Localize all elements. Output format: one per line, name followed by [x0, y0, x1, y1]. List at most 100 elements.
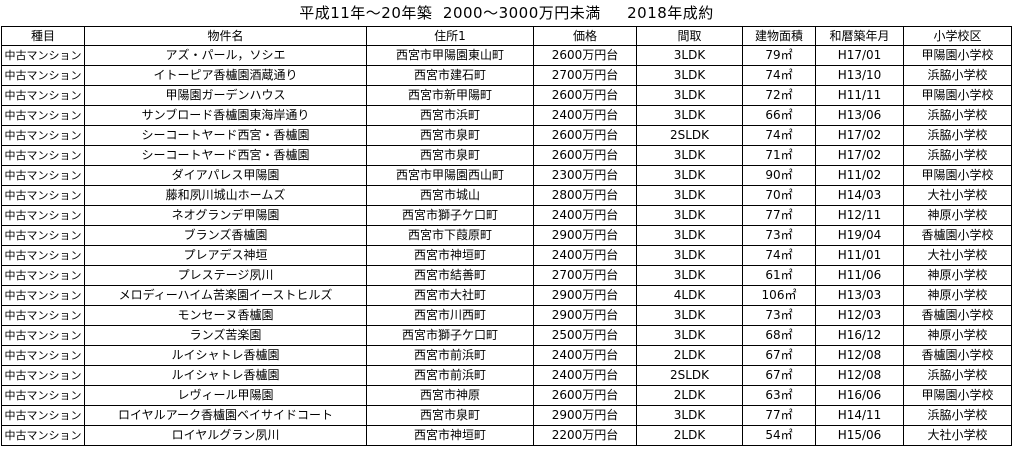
property-name-cell[interactable]: イトーピア香櫨園酒蔵通り	[84, 65, 367, 86]
area-cell[interactable]: 106㎡	[742, 285, 816, 306]
column-header[interactable]: 和暦築年月	[815, 26, 904, 46]
area-cell[interactable]: 74㎡	[742, 65, 816, 86]
address-cell[interactable]: 西宮市甲陽園東山町	[366, 45, 534, 66]
school-district-cell[interactable]: 浜脇小学校	[903, 365, 1012, 386]
price-cell[interactable]: 2600万円台	[533, 125, 637, 146]
school-district-cell[interactable]: 浜脇小学校	[903, 405, 1012, 426]
type-cell[interactable]: 中古マンション	[1, 385, 85, 406]
property-name-cell[interactable]: ルイシャトレ香櫨園	[84, 365, 367, 386]
address-cell[interactable]: 西宮市結善町	[366, 265, 534, 286]
layout-cell[interactable]: 2LDK	[636, 385, 743, 406]
built-date-cell[interactable]: H14/03	[815, 185, 904, 206]
school-district-cell[interactable]: 甲陽園小学校	[903, 165, 1012, 186]
area-cell[interactable]: 70㎡	[742, 185, 816, 206]
column-header[interactable]: 種目	[1, 26, 85, 46]
address-cell[interactable]: 西宮市下葭原町	[366, 225, 534, 246]
address-cell[interactable]: 西宮市浜町	[366, 105, 534, 126]
property-name-cell[interactable]: レヴィール甲陽園	[84, 385, 367, 406]
layout-cell[interactable]: 2SLDK	[636, 125, 743, 146]
layout-cell[interactable]: 3LDK	[636, 205, 743, 226]
built-date-cell[interactable]: H19/04	[815, 225, 904, 246]
address-cell[interactable]: 西宮市泉町	[366, 125, 534, 146]
area-cell[interactable]: 74㎡	[742, 245, 816, 266]
address-cell[interactable]: 西宮市前浜町	[366, 345, 534, 366]
layout-cell[interactable]: 3LDK	[636, 145, 743, 166]
type-cell[interactable]: 中古マンション	[1, 65, 85, 86]
built-date-cell[interactable]: H12/03	[815, 305, 904, 326]
built-date-cell[interactable]: H12/08	[815, 345, 904, 366]
price-cell[interactable]: 2700万円台	[533, 265, 637, 286]
built-date-cell[interactable]: H15/06	[815, 425, 904, 446]
area-cell[interactable]: 72㎡	[742, 85, 816, 106]
layout-cell[interactable]: 4LDK	[636, 285, 743, 306]
property-name-cell[interactable]: プレアデス神垣	[84, 245, 367, 266]
property-name-cell[interactable]: ロイヤルグラン夙川	[84, 425, 367, 446]
layout-cell[interactable]: 3LDK	[636, 85, 743, 106]
school-district-cell[interactable]: 香櫨園小学校	[903, 225, 1012, 246]
built-date-cell[interactable]: H11/06	[815, 265, 904, 286]
built-date-cell[interactable]: H17/01	[815, 45, 904, 66]
type-cell[interactable]: 中古マンション	[1, 225, 85, 246]
address-cell[interactable]: 西宮市獅子ケ口町	[366, 205, 534, 226]
property-name-cell[interactable]: ルイシャトレ香櫨園	[84, 345, 367, 366]
property-name-cell[interactable]: 藤和夙川城山ホームズ	[84, 185, 367, 206]
built-date-cell[interactable]: H17/02	[815, 145, 904, 166]
type-cell[interactable]: 中古マンション	[1, 185, 85, 206]
price-cell[interactable]: 2600万円台	[533, 45, 637, 66]
price-cell[interactable]: 2300万円台	[533, 165, 637, 186]
layout-cell[interactable]: 2SLDK	[636, 365, 743, 386]
layout-cell[interactable]: 3LDK	[636, 265, 743, 286]
area-cell[interactable]: 79㎡	[742, 45, 816, 66]
property-name-cell[interactable]: メロディーハイム苦楽園イーストヒルズ	[84, 285, 367, 306]
column-header[interactable]: 建物面積	[742, 26, 816, 46]
built-date-cell[interactable]: H13/10	[815, 65, 904, 86]
school-district-cell[interactable]: 神原小学校	[903, 325, 1012, 346]
layout-cell[interactable]: 3LDK	[636, 405, 743, 426]
type-cell[interactable]: 中古マンション	[1, 45, 85, 66]
built-date-cell[interactable]: H16/06	[815, 385, 904, 406]
layout-cell[interactable]: 3LDK	[636, 245, 743, 266]
built-date-cell[interactable]: H17/02	[815, 125, 904, 146]
address-cell[interactable]: 西宮市獅子ケ口町	[366, 325, 534, 346]
built-date-cell[interactable]: H11/02	[815, 165, 904, 186]
layout-cell[interactable]: 3LDK	[636, 325, 743, 346]
school-district-cell[interactable]: 神原小学校	[903, 285, 1012, 306]
address-cell[interactable]: 西宮市新甲陽町	[366, 85, 534, 106]
type-cell[interactable]: 中古マンション	[1, 105, 85, 126]
layout-cell[interactable]: 2LDK	[636, 425, 743, 446]
area-cell[interactable]: 61㎡	[742, 265, 816, 286]
column-header[interactable]: 間取	[636, 26, 743, 46]
price-cell[interactable]: 2200万円台	[533, 425, 637, 446]
type-cell[interactable]: 中古マンション	[1, 125, 85, 146]
price-cell[interactable]: 2800万円台	[533, 185, 637, 206]
property-name-cell[interactable]: ランズ苦楽園	[84, 325, 367, 346]
price-cell[interactable]: 2400万円台	[533, 105, 637, 126]
price-cell[interactable]: 2900万円台	[533, 285, 637, 306]
type-cell[interactable]: 中古マンション	[1, 145, 85, 166]
built-date-cell[interactable]: H12/08	[815, 365, 904, 386]
area-cell[interactable]: 63㎡	[742, 385, 816, 406]
address-cell[interactable]: 西宮市泉町	[366, 405, 534, 426]
price-cell[interactable]: 2900万円台	[533, 405, 637, 426]
price-cell[interactable]: 2600万円台	[533, 145, 637, 166]
school-district-cell[interactable]: 甲陽園小学校	[903, 45, 1012, 66]
layout-cell[interactable]: 3LDK	[636, 305, 743, 326]
layout-cell[interactable]: 2LDK	[636, 345, 743, 366]
built-date-cell[interactable]: H11/11	[815, 85, 904, 106]
property-name-cell[interactable]: モンセーヌ香櫨園	[84, 305, 367, 326]
school-district-cell[interactable]: 香櫨園小学校	[903, 305, 1012, 326]
area-cell[interactable]: 71㎡	[742, 145, 816, 166]
built-date-cell[interactable]: H11/01	[815, 245, 904, 266]
built-date-cell[interactable]: H14/11	[815, 405, 904, 426]
property-name-cell[interactable]: アズ・パール，ソシエ	[84, 45, 367, 66]
column-header[interactable]: 住所1	[366, 26, 534, 46]
built-date-cell[interactable]: H13/03	[815, 285, 904, 306]
layout-cell[interactable]: 3LDK	[636, 45, 743, 66]
price-cell[interactable]: 2700万円台	[533, 65, 637, 86]
property-name-cell[interactable]: プレステージ夙川	[84, 265, 367, 286]
area-cell[interactable]: 66㎡	[742, 105, 816, 126]
type-cell[interactable]: 中古マンション	[1, 425, 85, 446]
address-cell[interactable]: 西宮市神垣町	[366, 425, 534, 446]
area-cell[interactable]: 73㎡	[742, 225, 816, 246]
price-cell[interactable]: 2400万円台	[533, 365, 637, 386]
